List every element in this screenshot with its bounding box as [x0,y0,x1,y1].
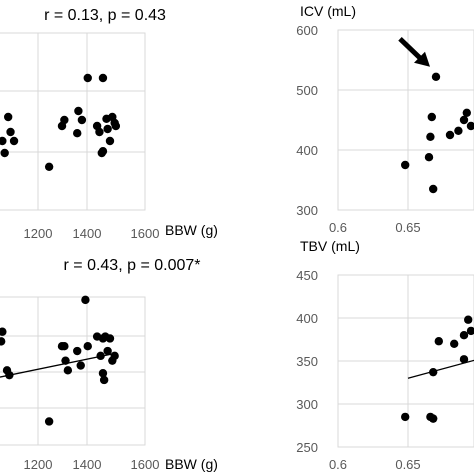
bottom-left-title: r = 0.43, p = 0.007* [64,257,201,274]
top-left-point-11 [83,73,92,83]
bottom-left-point-22 [110,351,119,361]
bottom-right-point-9 [466,326,474,336]
bottom-left-plot-frame [0,296,146,446]
top-left-point-22 [111,121,121,131]
top-left-point-16 [98,147,108,156]
top-left-point-7 [60,115,69,125]
bottom-left-point-20 [105,334,115,343]
bottom-left-point-11 [81,295,90,305]
top-right-ytick-label-3: 300 [296,203,318,218]
bottom-right-point-8 [464,315,473,324]
bottom-left-point-1 [0,327,7,336]
bottom-left-point-17 [99,375,109,385]
top-left-xtick-label-1: 1400 [73,226,102,241]
top-right-point-5 [431,72,441,82]
bottom-left-xtick-label-2: 1600 [131,457,160,472]
top-right-point-4 [429,184,438,194]
top-left-title: r = 0.13, p = 0.43 [44,7,166,24]
top-left-point-3 [6,127,15,137]
top-right-ytick-label-1: 500 [296,83,318,98]
bottom-right-ytick-label-4: 250 [296,440,318,455]
top-left-xtick-label-2: 1600 [131,226,160,241]
top-left-point-1 [0,148,9,158]
top-right-y-axis-label: ICV (mL) [300,3,356,19]
top-right-plot-frame [337,29,474,211]
top-right-point-10 [466,121,474,131]
top-left-x-axis-label: BBW (g) [165,222,218,238]
top-right-point-3 [427,112,436,122]
bottom-left-x-axis-label: BBW (g) [165,456,218,472]
bottom-right-point-4 [434,337,443,346]
top-right-ytick-label-2: 400 [296,143,318,158]
bottom-left-point-8 [63,366,73,375]
bottom-left-point-6 [60,342,69,351]
top-right-point-0 [401,160,410,170]
top-right-xtick-label-0: 0.6 [329,220,347,235]
top-left-point-4 [9,136,19,146]
top-right-arrow-head [414,51,430,67]
top-right-point-1 [424,153,434,162]
bottom-right-point-2 [429,414,438,423]
bottom-left-xtick-label-0: 1200 [24,457,53,472]
bottom-left-point-7 [61,356,70,365]
bottom-left-point-14 [96,351,105,361]
top-left-xtick-label-0: 1200 [24,226,53,241]
bottom-right-ytick-label-3: 300 [296,397,318,412]
bottom-left-point-10 [76,361,85,370]
top-left-point-8 [73,129,82,138]
top-right-point-9 [462,108,471,118]
bottom-right-point-6 [459,355,469,364]
top-left-point-9 [74,106,83,116]
top-right-point-6 [445,130,455,140]
bottom-left-point-4 [44,417,54,426]
bottom-left-xtick-label-1: 1400 [73,457,102,472]
bottom-right-ytick-label-2: 350 [296,354,318,369]
bottom-left-point-19 [103,346,112,356]
top-right-point-2 [426,132,435,141]
top-left-point-19 [105,136,115,146]
bottom-right-ytick-label-0: 450 [296,268,318,283]
top-right-xtick-label-1: 0.65 [395,220,420,235]
bottom-right-plot-frame [337,274,474,448]
bottom-left-point-3 [5,370,14,380]
bottom-right-y-axis-label: TBV (mL) [300,238,360,254]
bottom-left-point-16 [98,369,108,378]
top-left-plot-frame [0,32,146,211]
bottom-right-xtick-label-1: 0.65 [395,457,420,472]
top-left-point-5 [44,162,54,171]
bottom-right-ytick-label-1: 400 [296,311,318,326]
bottom-right-xtick-label-0: 0.6 [329,457,347,472]
bottom-left-point-12 [83,342,92,351]
top-left-point-18 [103,124,112,134]
top-right-point-8 [459,115,469,125]
top-left-point-2 [3,112,13,122]
top-right-ytick-label-0: 600 [296,23,318,38]
top-left-point-10 [77,115,87,125]
top-left-point-15 [98,73,108,83]
top-left-point-0 [0,136,7,146]
top-left-point-13 [95,127,104,137]
bottom-left-point-0 [0,337,6,346]
bottom-right-point-3 [429,367,438,377]
bottom-right-point-0 [401,412,410,422]
bottom-left-point-9 [73,346,82,356]
bottom-right-point-5 [450,339,459,348]
top-right-point-7 [454,126,463,135]
bottom-right-point-7 [459,331,469,340]
